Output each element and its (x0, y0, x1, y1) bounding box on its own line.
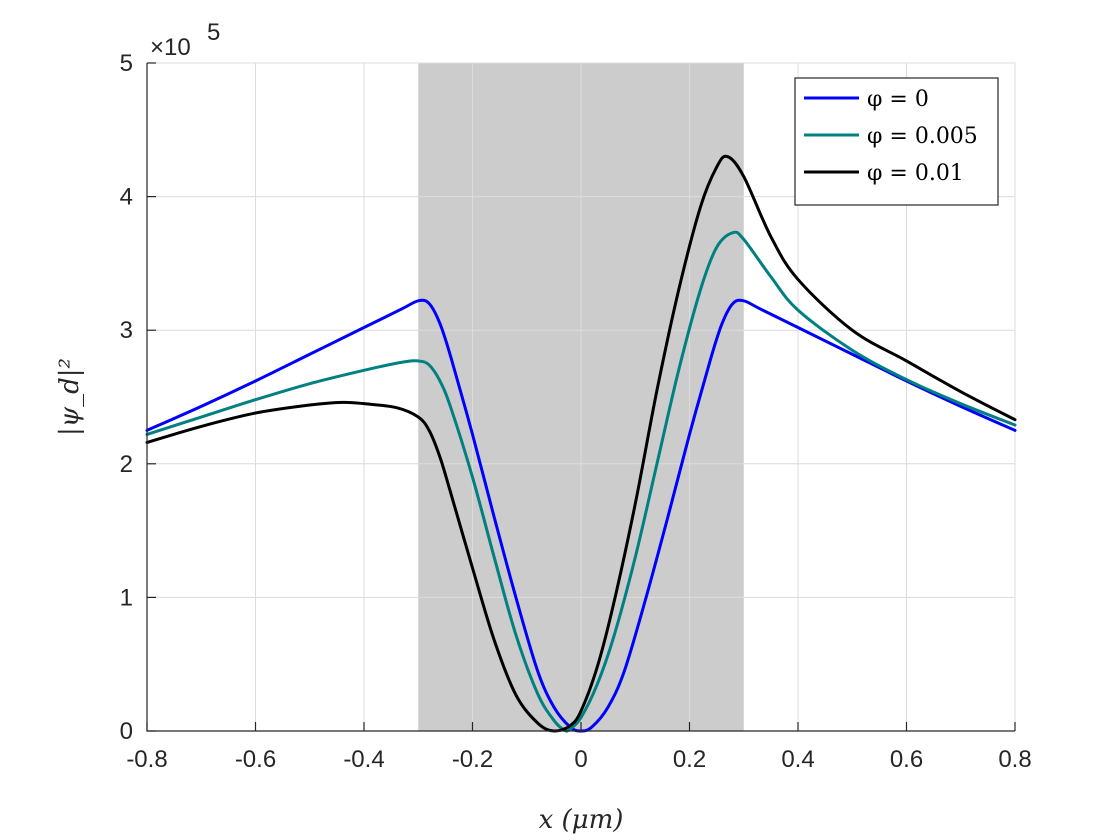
x-tick-label-1: -0.6 (235, 746, 276, 773)
x-tick-label-7: 0.6 (890, 746, 923, 773)
x-tick-label-4: 0 (574, 746, 587, 773)
y-exponent: ×10 5 (150, 19, 220, 61)
legend-box (794, 77, 999, 206)
ticks (146, 62, 1016, 732)
grid (146, 62, 1016, 732)
y-tick-label-1: 1 (120, 584, 133, 611)
plot-area (145, 62, 1017, 733)
y-axis-label: |ψ_d|² (55, 358, 85, 436)
legend-label-1: φ = 0.005 (867, 124, 978, 149)
x-tick-label-2: -0.4 (343, 746, 384, 773)
y-exponent-power: 5 (207, 19, 220, 46)
series-line-2 (145, 154, 1017, 733)
legend-label-2: φ = 0.01 (867, 161, 964, 186)
tick-labels: -0.8 -0.6 -0.4 -0.2 0 0.2 0.4 0.6 0.8 0 1 2 3 4 5 (120, 50, 1032, 773)
y-tick-label-0: 0 (120, 718, 133, 745)
x-tick-label-0: -0.8 (126, 746, 167, 773)
legend: φ = 0 φ = 0.005 φ = 0.01 (794, 77, 999, 206)
x-axis-label: x (μm) (539, 805, 624, 835)
x-tick-label-8: 0.8 (998, 746, 1031, 773)
legend-label-0: φ = 0 (867, 87, 929, 112)
series-line-1 (145, 230, 1017, 733)
y-tick-label-5: 5 (120, 50, 133, 77)
y-exponent-base: ×10 (150, 34, 191, 61)
y-tick-label-3: 3 (120, 317, 133, 344)
x-tick-label-6: 0.4 (781, 746, 814, 773)
y-tick-label-2: 2 (120, 451, 133, 478)
x-tick-label-3: -0.2 (452, 746, 493, 773)
y-tick-label-4: 4 (120, 184, 133, 211)
x-tick-label-5: 0.2 (673, 746, 706, 773)
